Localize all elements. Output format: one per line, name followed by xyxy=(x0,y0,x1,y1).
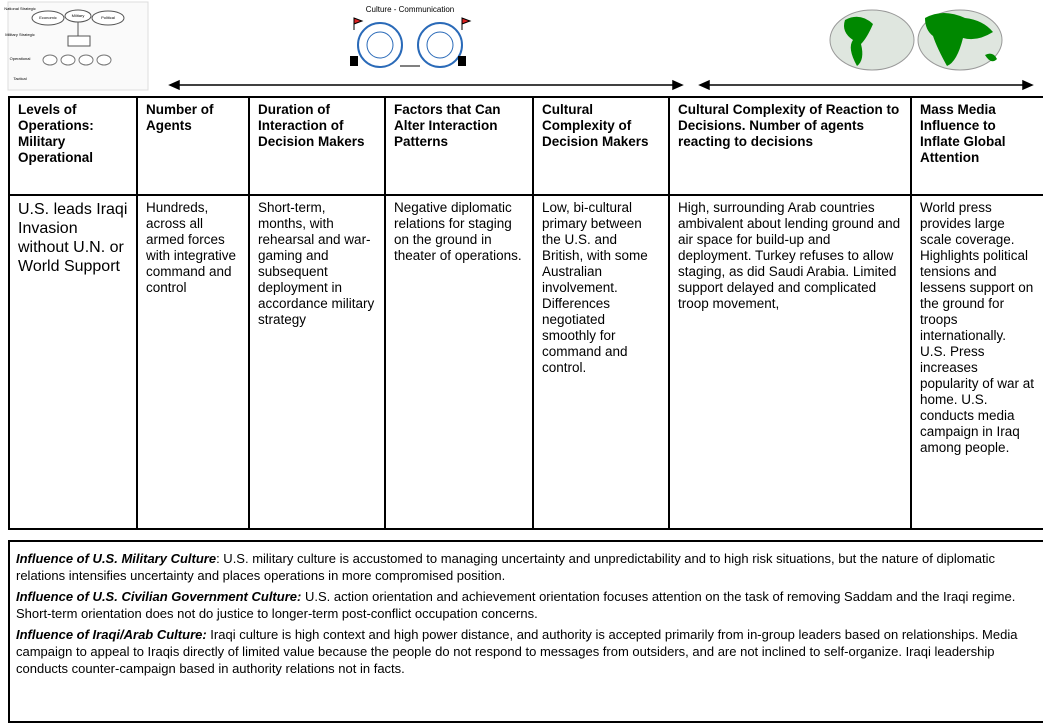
column-header: Levels of Operations: Military Operationa… xyxy=(8,96,138,196)
header-text: Levels of Operations: xyxy=(18,102,94,133)
table-row: U.S. leads Iraqi Invasion without U.N. o… xyxy=(8,194,1043,530)
column-header: Duration of Interaction of Decision Make… xyxy=(248,96,386,196)
table-cell: World press provides large scale coverag… xyxy=(910,194,1043,530)
operations-table: Levels of Operations: Military Operationa… xyxy=(8,96,1043,530)
column-header: Cultural Complexity of Decision Makers xyxy=(532,96,670,196)
diagram-label: National Strategic xyxy=(4,6,36,11)
header-graphics: National Strategic Military Strategic Oper… xyxy=(4,1,1034,91)
note-lead: Influence of U.S. Military Culture xyxy=(16,551,217,566)
table-cell: Low, bi-cultural primary between the U.S… xyxy=(532,194,670,530)
column-header: Factors that Can Alter Interaction Patte… xyxy=(384,96,534,196)
column-header: Number of Agents xyxy=(136,96,250,196)
diagram-node: Military xyxy=(72,13,85,18)
header-subtext: Military Operational xyxy=(18,134,94,165)
levels-diagram: National Strategic Military Strategic Oper… xyxy=(4,1,149,91)
diagram-label: Operational xyxy=(10,56,31,61)
note: Influence of U.S. Military Culture: U.S.… xyxy=(16,550,1035,584)
arrows xyxy=(168,79,1034,91)
table-cell: Short-term, months, with rehearsal and w… xyxy=(248,194,386,530)
table-cell: U.S. leads Iraqi Invasion without U.N. o… xyxy=(8,194,138,530)
note: Influence of U.S. Civilian Government Cu… xyxy=(16,588,1035,622)
table-cell: High, surrounding Arab countries ambival… xyxy=(668,194,912,530)
note-lead: Influence of U.S. Civilian Government Cu… xyxy=(16,589,302,604)
illustration-title: Culture - Communication xyxy=(366,5,454,14)
note-lead: Influence of Iraqi/Arab Culture: xyxy=(16,627,207,642)
table-cell: Negative diplomatic relations for stagin… xyxy=(384,194,534,530)
note: Influence of Iraqi/Arab Culture: Iraqi c… xyxy=(16,626,1035,677)
note-text: : U.S. military culture is accustomed to… xyxy=(16,551,996,583)
world-map xyxy=(829,9,1003,71)
note-text: U.S. action orientation and achievement … xyxy=(16,589,1016,621)
culture-illustration: Culture - Communication xyxy=(350,5,472,68)
notes-box: Influence of U.S. Military Culture: U.S.… xyxy=(8,540,1043,723)
column-header: Cultural Complexity of Reaction to Decis… xyxy=(668,96,912,196)
diagram-label: Military Strategic xyxy=(5,32,35,37)
table-cell: Hundreds, across all armed forces with i… xyxy=(136,194,250,530)
diagram-label: Tactical xyxy=(13,76,26,81)
column-header: Mass Media Influence to Inflate Global A… xyxy=(910,96,1043,196)
diagram-node: Economic xyxy=(39,15,57,20)
note-text: Iraqi culture is high context and high p… xyxy=(16,627,1018,676)
diagram-node: Political xyxy=(101,15,115,20)
header-row: Levels of Operations: Military Operationa… xyxy=(8,96,1043,196)
